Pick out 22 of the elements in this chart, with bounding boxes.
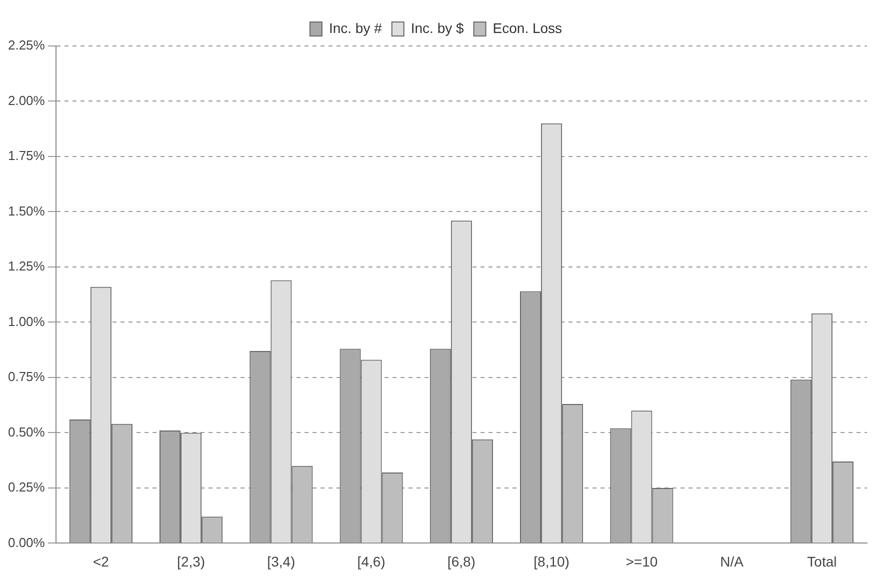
y-tick-label: 0.00% [8,534,46,550]
y-tick-label: 1.00% [8,314,46,329]
x-tick-label: N/A [720,553,744,570]
x-tick-label: [3,4) [267,553,296,570]
y-tick-label: 1.25% [8,258,46,274]
x-tick-label: <2 [92,553,110,570]
x-tick-label: Total [807,553,837,570]
y-tick-label: 2.25% [8,38,46,53]
x-tick-label: [8,10) [534,553,570,570]
legend-label: Inc. by $ [410,20,464,36]
x-tick-label: [2,3) [177,553,206,570]
y-tick-label: 1.50% [8,203,46,218]
y-tick-label: 2.00% [8,92,46,108]
legend-label: Inc. by # [328,20,382,36]
x-tick-label: [6,8) [447,553,476,570]
y-tick-label: 0.75% [8,369,46,384]
x-tick-label: >=10 [626,553,658,570]
y-tick-label: 1.75% [8,148,46,164]
x-tick-label: [4,6) [357,553,386,570]
y-tick-label: 0.25% [8,480,46,495]
y-tick-label: 0.50% [8,424,46,440]
legend-label: Econ. Loss [492,20,562,36]
